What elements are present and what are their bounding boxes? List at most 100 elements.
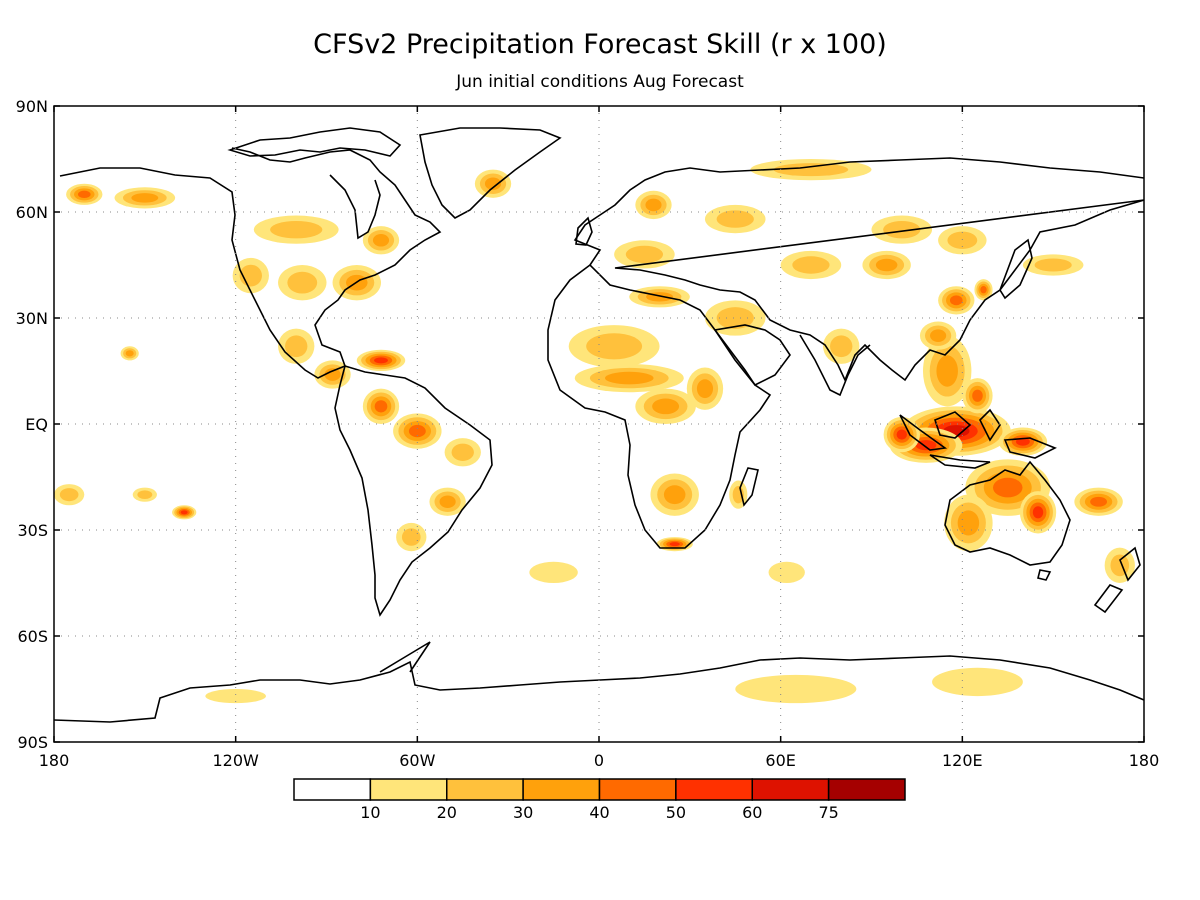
lon-label: 120W: [212, 751, 259, 770]
colorbar-swatch: [827, 778, 906, 801]
skill-contour-level-5: [374, 357, 388, 364]
coast-indonesia: [899, 408, 1057, 469]
skill-contour-level-2: [830, 335, 853, 358]
skill-region-canada: [253, 215, 339, 244]
lat-label: 30S: [17, 521, 48, 540]
skill-contour-level-2: [287, 271, 318, 294]
colorbar-label: 10: [360, 803, 380, 822]
skill-region-brazil-east: [444, 438, 481, 467]
skill-contour-level-3: [957, 510, 980, 536]
coast-india: [799, 334, 871, 397]
skill-region-scandinavia: [635, 190, 672, 220]
skill-contour-level-3: [605, 371, 654, 385]
skill-contour-level-1: [768, 561, 805, 584]
skill-region-south-atlantic: [529, 561, 578, 584]
colorbar-swatch: [751, 778, 830, 801]
skill-contour-level-4: [972, 389, 983, 402]
skill-region-usa-central: [278, 265, 327, 301]
skill-contour-level-1: [932, 667, 1023, 697]
coast-south-america: [334, 364, 493, 617]
skill-contour-level-3: [324, 368, 341, 381]
skill-contour-level-3: [125, 350, 134, 357]
skill-region-new-guinea: [998, 427, 1048, 456]
skill-region-antarctic-2: [932, 667, 1023, 697]
coast-antarctica: [54, 655, 1144, 723]
skill-contour-level-4: [374, 400, 388, 413]
lat-label: 60S: [17, 627, 48, 646]
skill-contour-level-3: [930, 329, 947, 342]
colorbar-label: 30: [513, 803, 533, 822]
coast-australia: [944, 460, 1071, 566]
skill-contour-level-2: [773, 163, 849, 177]
skill-contour-level-4: [980, 286, 987, 294]
skill-contour-level-3: [131, 193, 159, 203]
lat-label: 90N: [16, 97, 48, 116]
latitude-labels: 90N 60N 30N EQ 30S 60S 90S: [16, 97, 1144, 752]
coastlines: [54, 127, 1144, 723]
lat-label: 30N: [16, 309, 48, 328]
skill-contour-level-2: [1034, 258, 1072, 272]
skill-region-greenland: [474, 169, 512, 198]
coast-tasmania: [1037, 569, 1052, 581]
skill-contour-level-4: [77, 190, 91, 199]
skill-region-caribbean: [356, 349, 406, 371]
skill-region-alaska-west: [66, 183, 103, 205]
skill-region-southern-africa: [650, 473, 699, 516]
skill-contour-level-2: [883, 220, 921, 239]
skill-region-tasman: [1074, 487, 1123, 516]
skill-contour-level-2: [716, 210, 754, 228]
lon-label: 180: [1129, 751, 1160, 770]
skill-contour-level-2: [285, 335, 308, 358]
colorbar-swatch: [293, 778, 372, 801]
skill-contour-level-3: [936, 355, 958, 387]
skill-contour-level-2: [716, 307, 754, 329]
skill-region-mexico: [278, 328, 315, 364]
skill-contour-level-1: [735, 674, 857, 704]
skill-region-antarctic-3: [205, 689, 266, 704]
coast-eurasia: [573, 157, 1144, 383]
skill-contour-level-3: [484, 177, 502, 191]
coast-arabia: [713, 324, 791, 387]
skill-region-siberia-1: [871, 215, 933, 244]
skill-contour-level-3: [663, 485, 686, 505]
coast-antarctic-peninsula: [379, 641, 431, 673]
coast-new-zealand: [1093, 546, 1141, 614]
coast-africa: [547, 263, 772, 549]
colorbar-swatch: [446, 778, 524, 801]
skill-contour-level-1: [529, 561, 578, 584]
skill-region-sahara: [568, 325, 660, 368]
skill-contour-level-3: [372, 233, 390, 247]
skill-contour-level-2: [451, 443, 474, 461]
lon-label: 180: [39, 751, 70, 770]
skill-region-central-africa: [635, 388, 696, 425]
longitude-labels: 180 120W 60W 0 60E 120E 180: [39, 106, 1160, 770]
skill-region-australia-west: [944, 494, 993, 552]
lon-label: 60E: [765, 751, 795, 770]
skill-contour-level-2: [270, 220, 323, 239]
skill-contour-level-2: [625, 245, 664, 264]
skill-contour-level-3: [875, 258, 898, 272]
skill-region-china-east: [938, 286, 975, 315]
skill-contour-level-5: [1032, 506, 1044, 519]
colorbar-swatch: [598, 778, 677, 801]
lon-label: 60W: [399, 751, 435, 770]
skill-region-australia-east: [1019, 491, 1057, 534]
map-title: CFSv2 Precipitation Forecast Skill (r x …: [313, 29, 887, 60]
skill-region-central-asia: [780, 250, 842, 280]
skill-contour-level-5: [180, 510, 188, 515]
skill-contour-level-3: [652, 398, 680, 415]
coast-japan: [999, 238, 1033, 300]
skill-region-east-africa: [686, 367, 724, 410]
skill-contour-level-3: [645, 198, 662, 212]
colorbar-swatch: [522, 778, 601, 801]
coast-north-america: [59, 147, 442, 379]
skill-region-indian-ocean-south: [768, 561, 805, 584]
skill-contour-level-2: [586, 333, 643, 360]
skill-region-south-china-sea: [922, 335, 972, 407]
skill-contour-level-2: [1110, 554, 1130, 577]
skill-region-korea: [974, 279, 993, 301]
skill-contour-level-2: [59, 488, 79, 502]
skill-region-south-pacific-2: [172, 505, 197, 520]
skill-contour-level-3: [439, 495, 456, 509]
